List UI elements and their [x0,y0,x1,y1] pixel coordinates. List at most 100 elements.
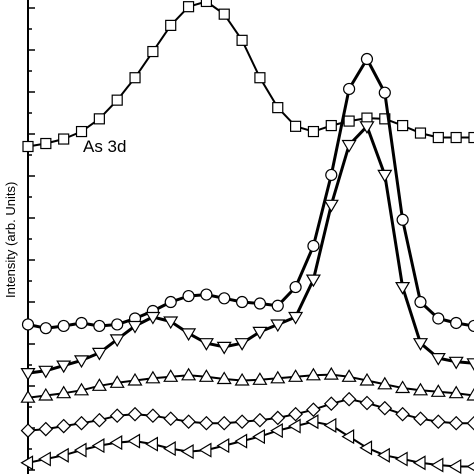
data-point-circle [93,319,106,333]
data-point-square [93,113,105,125]
data-point-triangle-left [394,451,408,467]
data-point-triangle-up [323,366,339,380]
series-group [20,0,474,474]
data-point-diamond [216,415,232,431]
data-point-triangle-left [73,442,87,458]
data-point-square [111,94,123,106]
data-point-triangle-up [412,382,429,396]
data-point-triangle-down [181,328,197,342]
data-point-triangle-down [270,319,286,333]
data-point-triangle-down [198,338,214,351]
data-point-triangle-down [252,326,268,340]
data-point-triangle-up [377,376,393,390]
data-point-diamond [306,402,321,418]
data-point-circle [396,213,409,226]
data-point-triangle-left [359,440,373,456]
data-point-triangle-up [341,369,357,382]
series-square [22,0,474,153]
data-point-square [200,0,212,8]
data-point-triangle-left [252,429,265,445]
data-point-diamond [38,421,54,437]
data-point-circle [432,312,445,325]
data-point-triangle-down [234,338,250,351]
data-point-triangle-left [341,429,355,445]
series-line [27,57,474,330]
data-point-square [468,131,474,144]
data-point-square [343,115,355,127]
data-point-circle [75,316,88,330]
data-point-triangle-up [430,384,446,397]
data-point-triangle-left [234,433,248,449]
data-point-circle [307,239,320,253]
data-point-triangle-down [38,365,54,379]
data-point-triangle-down [412,338,429,351]
series-triangle-left [20,414,474,474]
data-point-triangle-down [377,169,393,183]
data-point-triangle-left [412,455,426,471]
data-point-square [254,72,266,84]
data-point-diamond [430,414,446,430]
data-point-triangle-up [181,367,197,381]
data-point-circle [360,52,374,66]
data-point-circle [253,297,267,310]
data-point-circle [235,295,249,309]
data-point-circle [57,319,70,333]
data-point-triangle-down [341,139,357,153]
y-axis-label: Intensity (arb. Units) [3,182,18,298]
data-point-triangle-up [395,380,411,394]
data-point-square [40,137,52,150]
data-point-circle [467,319,474,333]
data-point-triangle-down [91,347,107,361]
data-point-diamond [377,400,393,416]
data-point-square [218,8,230,20]
data-point-triangle-down [73,355,90,369]
data-point-diamond [448,415,464,431]
data-point-square [272,102,284,114]
data-point-square [432,131,444,144]
data-point-triangle-left [377,447,390,463]
data-point-circle [450,316,463,330]
data-point-circle [343,82,356,96]
data-point-diamond [145,408,161,424]
data-point-square [147,45,159,58]
data-point-triangle-left [145,436,158,452]
data-point-square [182,1,195,13]
data-point-triangle-left [430,457,444,473]
data-point-triangle-up [448,385,464,399]
data-point-diamond [56,418,72,434]
data-point-square [325,119,337,132]
data-point-square [414,127,427,139]
series-triangle-down [20,121,474,381]
data-point-circle [414,295,427,309]
data-point-square [290,120,302,132]
data-point-circle [200,288,213,301]
data-point-triangle-up [109,375,125,388]
data-point-triangle-left [466,461,474,472]
data-point-triangle-down [359,121,375,134]
data-point-square [397,119,409,132]
data-point-square [75,125,88,138]
data-point-triangle-left [448,458,462,474]
data-point-triangle-up [145,370,161,384]
data-point-triangle-up [198,369,214,382]
data-point-diamond [74,415,89,431]
data-point-triangle-down [216,341,232,355]
data-point-triangle-up [73,382,90,396]
data-point-triangle-left [216,438,230,454]
data-point-square [450,131,462,144]
data-point-circle [164,295,177,309]
data-point-diamond [163,411,179,427]
data-point-diamond [395,406,410,422]
data-point-triangle-left [38,451,51,467]
data-point-circle [218,292,231,305]
data-point-triangle-down [288,311,304,325]
data-point-triangle-down [323,199,339,213]
data-point-circle [39,322,52,335]
data-point-triangle-left [180,444,194,460]
data-point-diamond [199,415,214,431]
data-point-triangle-up [38,387,54,401]
data-point-triangle-left [305,414,319,430]
data-point-triangle-down [448,356,464,370]
data-point-triangle-left [56,447,69,463]
